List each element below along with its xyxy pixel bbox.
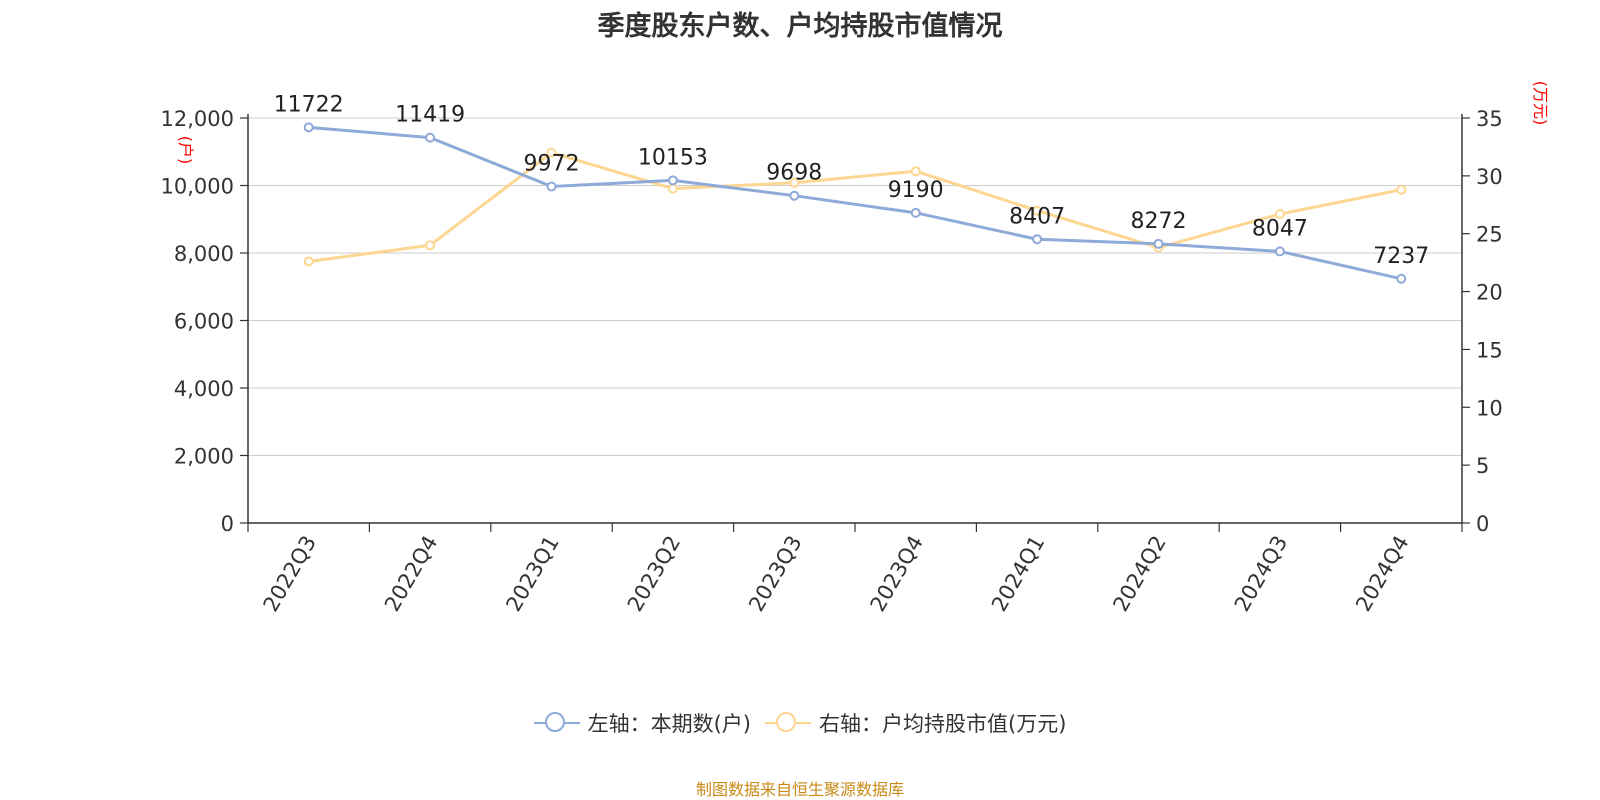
- series-line-left: [308, 125, 1402, 281]
- data-label: 8047: [1252, 216, 1308, 241]
- legend-item-right-series[interactable]: 右轴：户均持股市值(万元): [765, 708, 1066, 738]
- left-tick-label: 4,000: [174, 377, 234, 401]
- left-tick-label: 10,000: [161, 175, 234, 199]
- x-tick-label: 2023Q2: [623, 532, 685, 616]
- left-axis-ticks: 0 2,000 4,000 6,000 8,000 10,000 12,000: [161, 107, 248, 536]
- data-label: 8272: [1131, 209, 1187, 234]
- data-point-right: [1396, 184, 1407, 195]
- legend-right-label: 右轴：户均持股市值(万元): [819, 712, 1067, 736]
- data-point-right: [789, 177, 800, 188]
- data-label: 9972: [524, 151, 580, 176]
- data-label: 9190: [888, 178, 944, 203]
- series-lines: [308, 125, 1402, 281]
- data-point-left: [546, 181, 557, 192]
- x-tick-label: 2023Q3: [744, 532, 806, 616]
- gridlines: [248, 117, 1462, 456]
- data-point-left: [789, 190, 800, 201]
- data-point-left: [1153, 238, 1164, 249]
- data-point-right: [1274, 209, 1285, 220]
- legend-item-left-series[interactable]: 左轴：本期数(户): [533, 708, 751, 738]
- data-point-left: [910, 207, 921, 218]
- data-point-right: [303, 256, 314, 267]
- legend-left-label: 左轴：本期数(户): [587, 712, 751, 736]
- left-tick-label: 12,000: [161, 107, 234, 131]
- left-tick-label: 2,000: [174, 445, 234, 469]
- chart-title: 季度股东户数、户均持股市值情况: [597, 11, 1003, 42]
- data-point-left: [1032, 234, 1043, 245]
- x-tick-label: 2022Q3: [259, 532, 321, 616]
- source-note: 制图数据来自恒生聚源数据库: [695, 780, 904, 799]
- right-tick-label: 0: [1476, 512, 1489, 536]
- data-point-left: [425, 132, 436, 143]
- data-point-right: [910, 166, 921, 177]
- left-tick-label: 8,000: [174, 242, 234, 266]
- series-line-right: [308, 151, 1402, 263]
- right-tick-label: 15: [1476, 338, 1503, 362]
- right-tick-label: 25: [1476, 223, 1503, 247]
- data-label: 11419: [395, 103, 465, 128]
- data-point-right: [425, 240, 436, 251]
- x-tick-label: 2024Q2: [1108, 532, 1170, 616]
- data-label: 10153: [638, 145, 708, 170]
- data-point-left: [1396, 273, 1407, 284]
- right-axis-unit: (万元): [1531, 81, 1550, 126]
- right-tick-label: 5: [1476, 454, 1489, 478]
- x-tick-label: 2022Q4: [380, 532, 442, 616]
- x-axis-ticks: 2022Q3 2022Q4 2023Q1 2023Q2 2023Q3 2023Q4 2024…: [247, 523, 1463, 616]
- right-tick-label: 35: [1476, 107, 1503, 131]
- right-tick-label: 20: [1476, 281, 1503, 305]
- legend-right-circle-icon: [765, 711, 811, 735]
- x-tick-label: 2023Q1: [501, 532, 563, 616]
- data-point-right: [546, 147, 557, 158]
- x-tick-label: 2023Q4: [866, 532, 928, 616]
- series-points: [303, 122, 1407, 284]
- data-point-left: [1274, 246, 1285, 257]
- data-point-right: [667, 183, 678, 194]
- legend: 左轴：本期数(户) 右轴：户均持股市值(万元): [0, 708, 1600, 738]
- data-point-left: [667, 175, 678, 186]
- x-tick-label: 2024Q3: [1230, 532, 1292, 616]
- left-tick-label: 6,000: [174, 310, 234, 334]
- right-tick-label: 10: [1476, 396, 1503, 420]
- x-tick-label: 2024Q1: [987, 532, 1049, 616]
- axes: [247, 114, 1463, 524]
- data-point-right: [1032, 205, 1043, 216]
- data-label: 11722: [274, 92, 344, 117]
- legend-left-circle-icon: [533, 711, 580, 735]
- data-labels: 11722 11419 9972 10153 9698 9190 8407 8272 8047 7…: [274, 92, 1430, 268]
- data-label: 8407: [1009, 204, 1065, 229]
- right-tick-label: 30: [1476, 165, 1503, 189]
- left-tick-label: 0: [221, 512, 234, 536]
- data-point-left: [303, 122, 314, 133]
- data-label: 7237: [1373, 244, 1429, 269]
- left-axis-unit: (户): [176, 136, 195, 165]
- right-axis-ticks: 0 5 10 15 20 25 30 35: [1462, 107, 1503, 536]
- data-label: 9698: [766, 161, 822, 186]
- x-tick-label: 2024Q4: [1351, 532, 1413, 616]
